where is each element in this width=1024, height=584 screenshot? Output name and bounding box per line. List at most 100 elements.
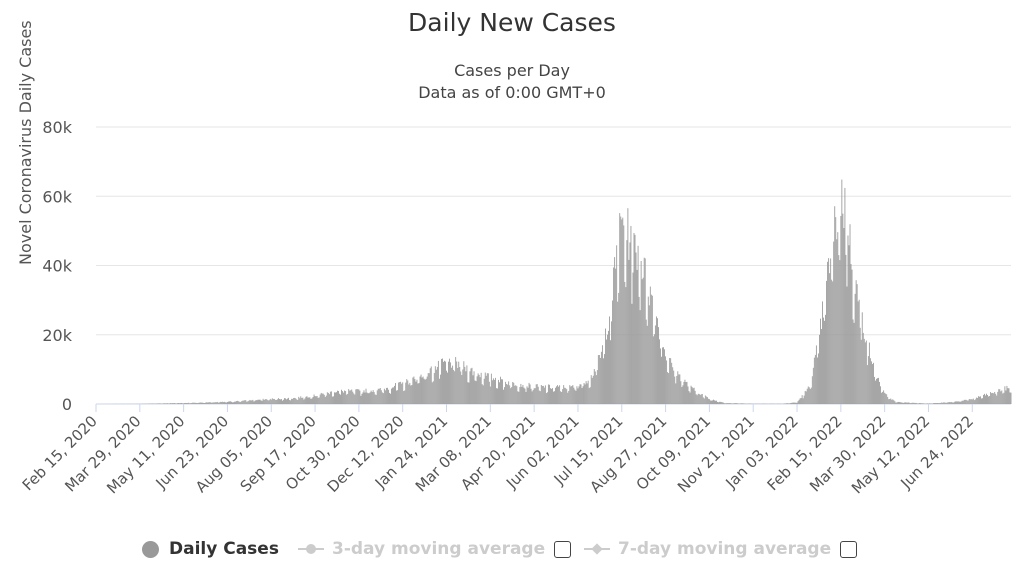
legend-7day-average[interactable]: 7-day moving average: [584, 536, 831, 562]
daily-case-bar: [193, 402, 195, 404]
daily-case-bar: [420, 374, 422, 404]
daily-case-bar: [1010, 392, 1012, 404]
daily-case-bar: [484, 372, 486, 404]
daily-case-bar: [814, 354, 816, 404]
daily-case-bar: [403, 391, 405, 404]
daily-case-bar: [684, 379, 686, 404]
daily-case-bar: [473, 371, 475, 404]
daily-case-bar: [922, 403, 924, 404]
y-tick-label: 60k: [42, 187, 72, 206]
daily-case-bar: [270, 399, 272, 404]
daily-case-bar: [862, 332, 864, 404]
daily-case-bar: [543, 387, 545, 404]
daily-case-bar: [640, 261, 642, 404]
daily-case-bar: [907, 402, 909, 404]
daily-case-bar: [646, 325, 648, 404]
daily-case-bar: [299, 398, 301, 404]
daily-case-bar: [654, 325, 656, 404]
daily-case-bar: [711, 400, 712, 404]
daily-case-bar: [727, 403, 729, 404]
daily-case-bar: [676, 375, 678, 404]
daily-case-bar: [795, 402, 797, 404]
daily-case-bar: [667, 372, 669, 404]
daily-case-bar: [610, 340, 611, 404]
7day-average-checkbox[interactable]: [840, 541, 857, 558]
daily-case-bar: [892, 399, 894, 404]
daily-case-bar: [362, 392, 364, 404]
daily-case-bar: [382, 393, 384, 404]
daily-case-bar: [655, 316, 657, 404]
daily-case-bar: [303, 399, 305, 404]
daily-case-bar: [601, 345, 603, 404]
daily-case-bar: [576, 386, 578, 404]
daily-case-bar: [263, 400, 265, 404]
daily-case-bar: [284, 398, 285, 404]
daily-case-bar: [487, 373, 489, 404]
daily-case-bar: [929, 403, 930, 404]
daily-case-bar: [945, 402, 947, 404]
daily-case-bar: [328, 394, 330, 404]
daily-case-bar: [176, 403, 177, 404]
daily-case-bar: [482, 385, 484, 404]
daily-case-bar: [272, 398, 274, 404]
daily-case-bar: [162, 403, 164, 404]
daily-case-bar: [678, 374, 680, 404]
daily-case-bar: [488, 381, 490, 404]
daily-case-bar: [880, 386, 882, 404]
daily-case-bar: [873, 362, 874, 404]
daily-case-bar: [470, 368, 472, 404]
daily-case-bar: [219, 401, 221, 404]
daily-case-bar: [532, 389, 534, 404]
daily-case-bar: [935, 403, 937, 404]
daily-case-bar: [394, 385, 395, 404]
daily-case-bar: [865, 340, 867, 404]
daily-case-bar: [508, 381, 510, 404]
daily-case-bar: [732, 403, 734, 404]
chart-subtitle: Cases per Day Data as of 0:00 GMT+0: [0, 60, 1024, 104]
3day-average-checkbox[interactable]: [554, 541, 571, 558]
daily-case-bar: [981, 398, 982, 404]
daily-case-bar: [278, 398, 280, 404]
daily-case-bar: [173, 403, 174, 404]
legend-3day-average[interactable]: 3-day moving average: [298, 536, 545, 562]
daily-case-bar: [615, 268, 617, 404]
daily-case-bar: [904, 402, 906, 404]
daily-case-bar: [469, 371, 471, 404]
daily-case-bar: [308, 397, 310, 404]
daily-case-bar: [390, 393, 391, 404]
daily-case-bar: [876, 378, 877, 404]
daily-case-bar: [853, 322, 855, 404]
daily-case-bar: [209, 402, 211, 404]
daily-case-bar: [461, 375, 463, 404]
daily-case-bar: [918, 402, 920, 404]
daily-case-bar: [705, 396, 707, 404]
daily-case-bar: [581, 388, 583, 404]
daily-case-bar: [386, 387, 388, 404]
daily-case-bar: [577, 388, 579, 404]
daily-case-bar: [393, 387, 394, 404]
daily-case-bar: [471, 367, 473, 404]
legend-daily-cases[interactable]: Daily Cases: [142, 536, 279, 562]
daily-case-bar: [300, 396, 302, 404]
daily-case-bar: [841, 179, 843, 404]
daily-case-bar: [878, 377, 879, 404]
daily-case-bar: [632, 272, 634, 404]
daily-case-bar: [593, 369, 595, 404]
daily-case-bar: [940, 402, 942, 404]
daily-case-bar: [558, 386, 560, 404]
daily-case-bar: [354, 394, 356, 404]
daily-case-bar: [251, 400, 253, 404]
daily-case-bar: [439, 374, 441, 404]
daily-case-bar: [644, 258, 646, 404]
daily-case-bar: [917, 403, 919, 404]
daily-case-bar: [936, 403, 938, 404]
daily-case-bar: [821, 329, 822, 404]
daily-case-bar: [258, 399, 260, 404]
daily-case-bar: [503, 389, 505, 404]
daily-case-bar: [414, 379, 416, 404]
daily-case-bar: [283, 399, 284, 404]
daily-case-bar: [313, 394, 315, 404]
daily-case-bar: [808, 387, 810, 404]
daily-case-bar: [665, 356, 667, 404]
daily-case-bar: [897, 401, 899, 404]
